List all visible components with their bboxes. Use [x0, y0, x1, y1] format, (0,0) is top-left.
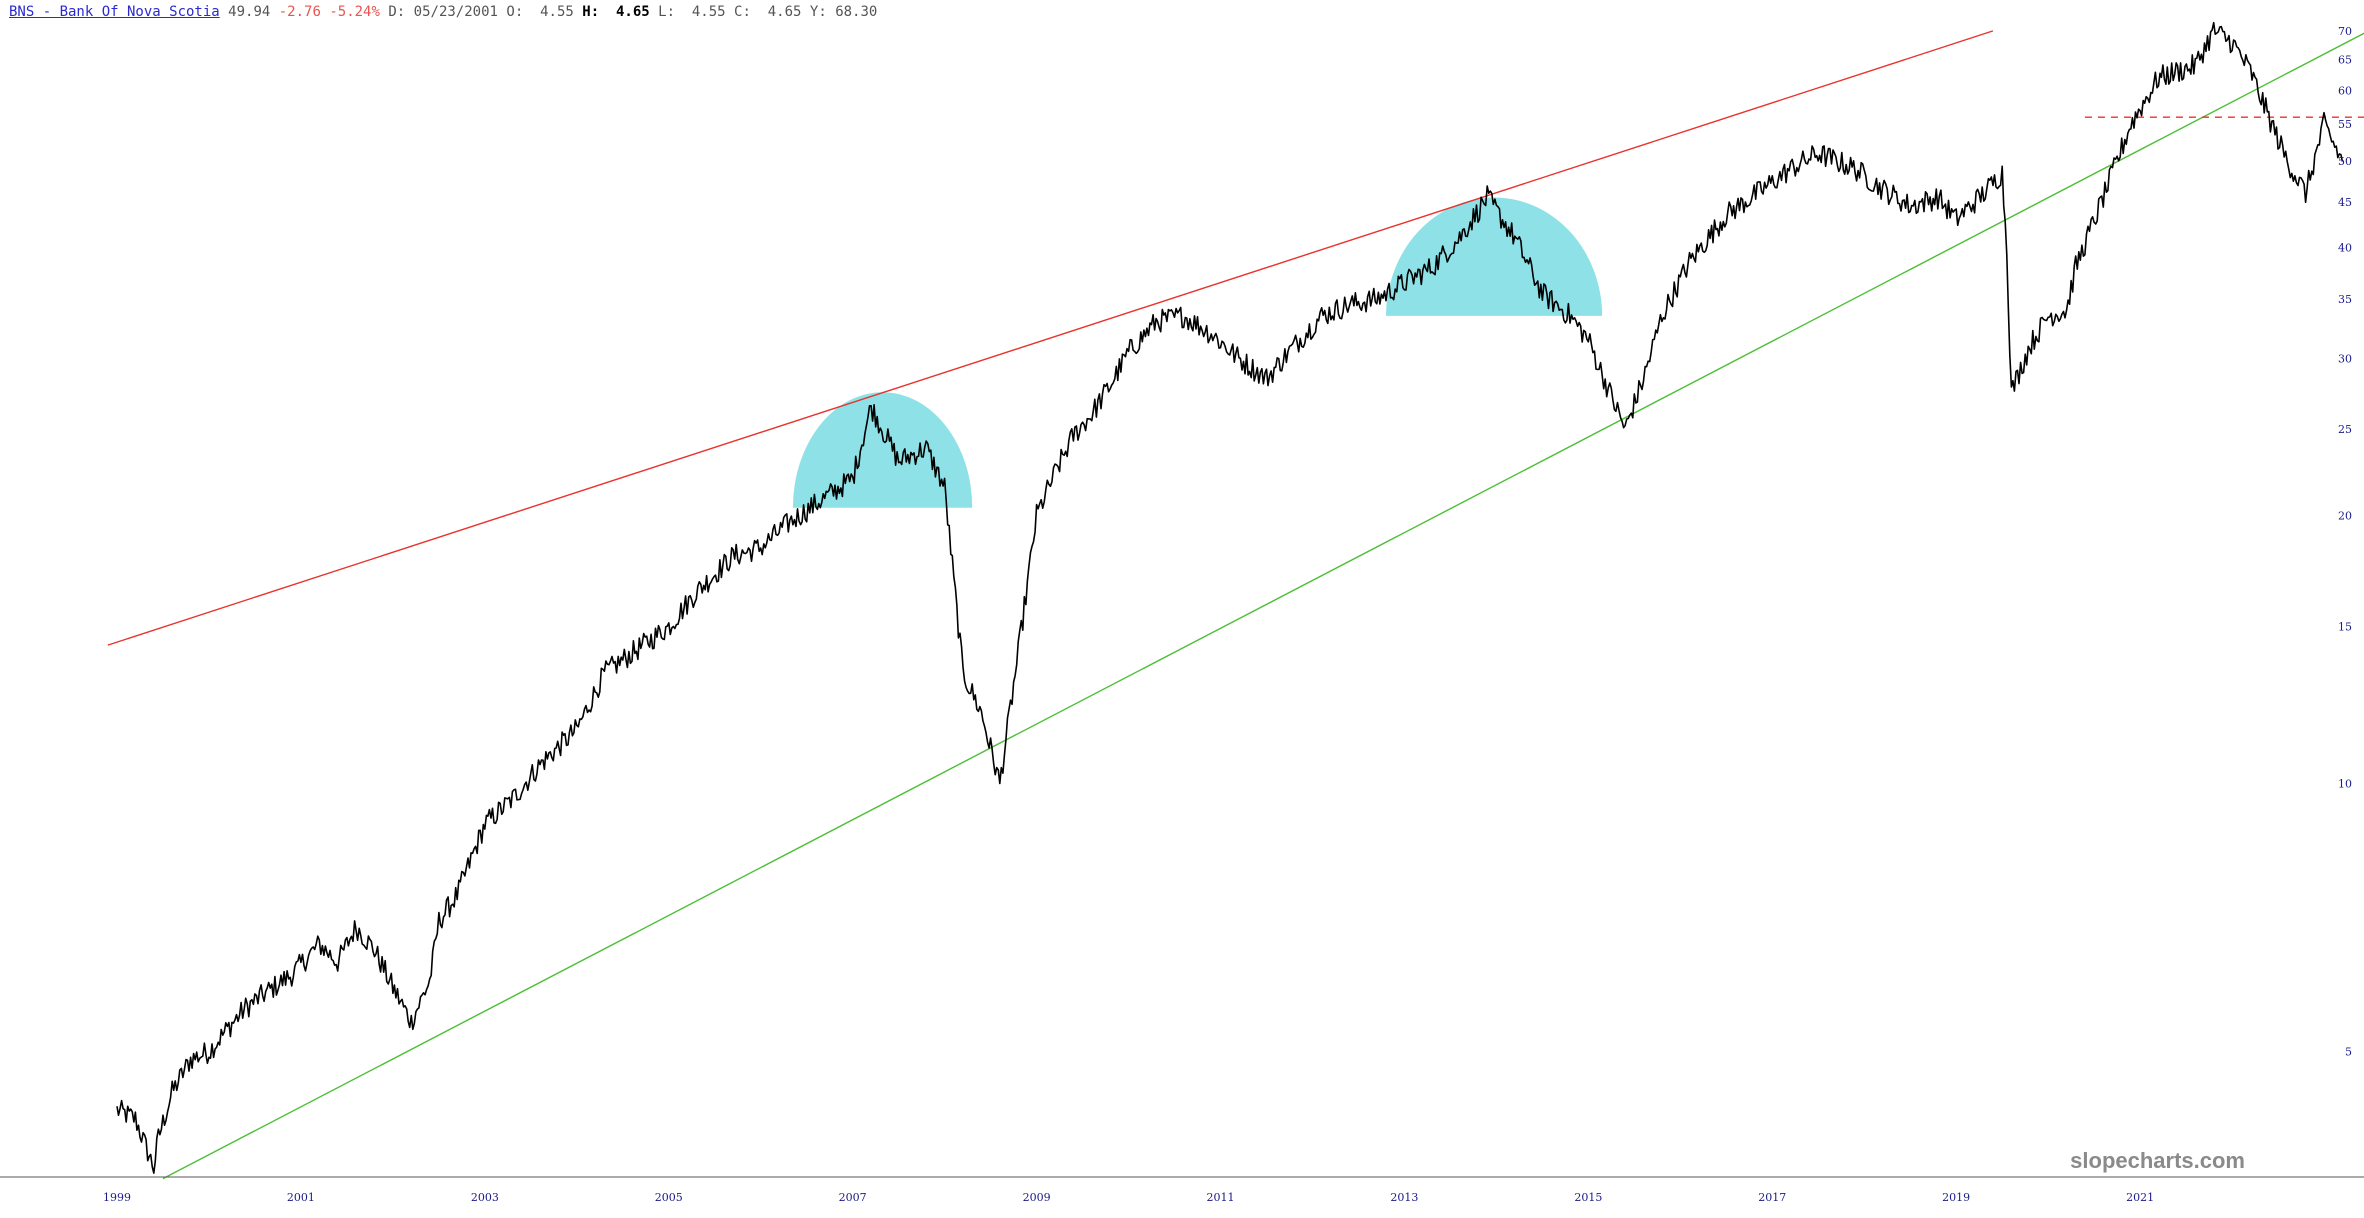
y-tick-35: 35 [2338, 293, 2352, 306]
price-change: -2.76 [278, 4, 321, 20]
x-tick-2001: 2001 [287, 1191, 315, 1204]
y-tick-10: 10 [2338, 777, 2352, 790]
y-tick-40: 40 [2338, 241, 2352, 254]
y-tick-15: 15 [2338, 621, 2352, 634]
price-series [116, 21, 2344, 1174]
y-tick-65: 65 [2338, 54, 2352, 67]
y-tick-60: 60 [2338, 85, 2352, 98]
dome-annotations [792, 197, 1603, 508]
dome-highlight-1 [792, 392, 973, 508]
x-tick-2015: 2015 [1574, 1191, 1602, 1204]
x-tick-2009: 2009 [1023, 1191, 1051, 1204]
trendlines [107, 30, 2364, 1180]
open-label: O: [506, 4, 524, 20]
x-tick-1999: 1999 [103, 1191, 131, 1204]
y-tick-70: 70 [2338, 25, 2352, 38]
x-tick-2005: 2005 [655, 1191, 683, 1204]
x-tick-2019: 2019 [1942, 1191, 1970, 1204]
close-value: 4.65 [767, 4, 802, 20]
close-label: C: [734, 4, 751, 20]
low-label: L: [658, 4, 675, 20]
support-trendline [162, 32, 2364, 1180]
high-label: H: [582, 4, 600, 20]
high-value: 4.65 [615, 4, 650, 20]
symbol-link[interactable]: BNS - Bank Of Nova Scotia [9, 4, 220, 20]
watermark: slopecharts.com [2070, 1148, 2245, 1173]
x-tick-2007: 2007 [839, 1191, 867, 1204]
dome-highlight-2 [1386, 197, 1603, 316]
price-change-percent: -5.24% [329, 4, 380, 20]
y-tick-30: 30 [2338, 353, 2352, 366]
y-tick-25: 25 [2338, 423, 2352, 436]
y-label: Y: [809, 4, 827, 20]
x-tick-2011: 2011 [1207, 1191, 1235, 1204]
y-tick-20: 20 [2338, 509, 2352, 522]
y-tick-5: 5 [2345, 1046, 2352, 1059]
price-line [116, 21, 2344, 1174]
y-value: 68.30 [835, 4, 878, 20]
y-tick-45: 45 [2338, 196, 2352, 209]
x-tick-2017: 2017 [1758, 1191, 1786, 1204]
x-tick-labels: 1999 2001 2003 2005 2007 2009 2011 2013 2015 2017… [103, 1191, 2154, 1204]
y-tick-labels: 5 10 15 20 25 30 35 40 45 50 55 60 65 70 [2338, 25, 2352, 1059]
x-tick-2021: 2021 [2126, 1191, 2154, 1204]
x-tick-2013: 2013 [1390, 1191, 1418, 1204]
y-tick-50: 50 [2338, 155, 2352, 168]
last-price: 49.94 [228, 4, 271, 20]
x-tick-2003: 2003 [471, 1191, 499, 1204]
date-value: 05/23/2001 [413, 4, 498, 20]
y-tick-55: 55 [2338, 118, 2352, 131]
resistance-trendline [107, 30, 1994, 646]
low-value: 4.55 [691, 4, 726, 20]
open-value: 4.55 [540, 4, 574, 20]
quote-header: BNS - Bank Of Nova Scotia 49.94 -2.76 -5… [9, 4, 877, 20]
date-label: D: [388, 4, 406, 20]
